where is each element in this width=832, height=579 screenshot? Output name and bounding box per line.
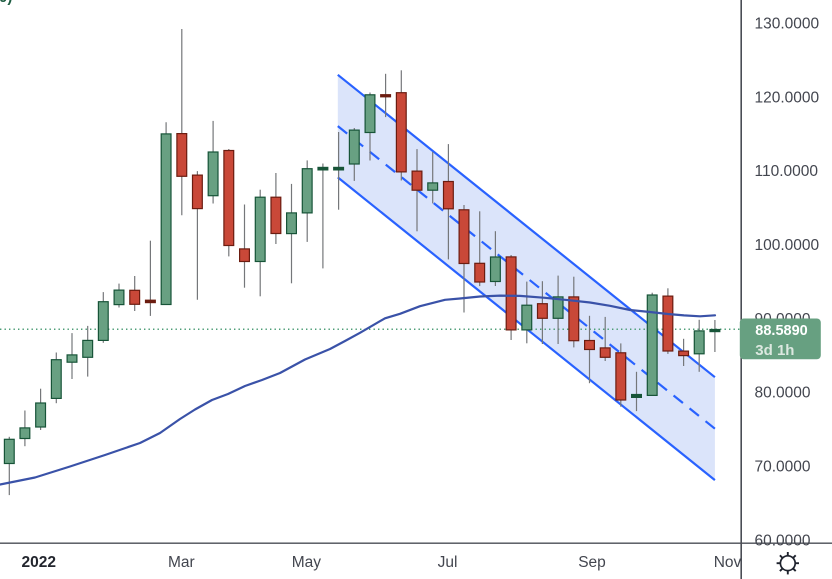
svg-text:May: May [292,554,322,571]
svg-text:3d 1h: 3d 1h [755,342,794,359]
svg-text:Mar: Mar [168,554,195,571]
svg-text:70.0000: 70.0000 [755,459,811,476]
svg-text:Jul: Jul [438,554,458,571]
svg-text:88.5890: 88.5890 [755,323,807,339]
svg-text:Nov: Nov [714,554,742,571]
svg-text:100.0000: 100.0000 [755,237,820,254]
svg-text:110.0000: 110.0000 [755,163,819,180]
svg-text:130.0000: 130.0000 [755,15,820,32]
svg-text:120.0000: 120.0000 [755,89,820,106]
svg-text:0): 0) [0,0,12,6]
svg-text:Sep: Sep [578,554,606,571]
svg-text:60.0000: 60.0000 [755,532,811,549]
svg-text:80.0000: 80.0000 [755,385,811,402]
svg-text:2022: 2022 [22,554,56,571]
